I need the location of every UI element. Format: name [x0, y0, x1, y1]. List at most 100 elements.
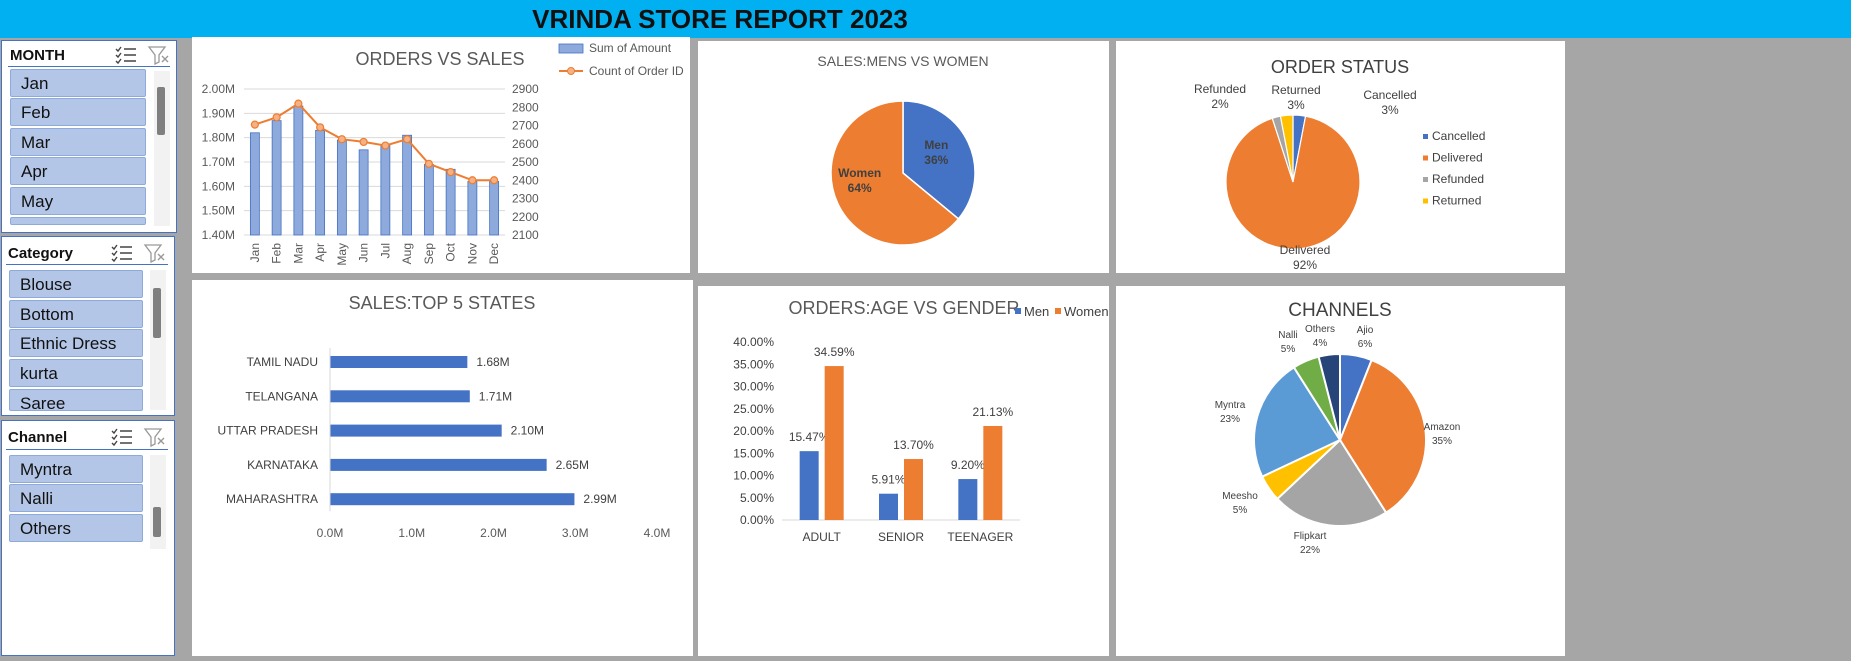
slice-label-name: Cancelled	[1363, 88, 1416, 102]
y-tick-label: KARNATAKA	[247, 458, 318, 472]
slicer-item[interactable]: Jan	[10, 69, 146, 97]
bar	[879, 493, 898, 520]
y-tick-label: 1.40M	[202, 228, 235, 242]
month-slicer[interactable]: MONTH Jan Feb Mar Apr May	[1, 40, 177, 233]
x-tick-label: 4.0M	[644, 526, 671, 540]
bar	[315, 129, 326, 236]
x-tick-label: 1.0M	[398, 526, 425, 540]
y-tick-label: 10.00%	[733, 469, 774, 483]
legend-swatch	[1015, 308, 1021, 314]
y-tick-label: 1.70M	[202, 155, 235, 169]
slice-label-name: Returned	[1271, 83, 1320, 97]
slicer-item[interactable]: Feb	[10, 98, 146, 126]
data-label: 15.47%	[789, 430, 830, 444]
multi-select-icon[interactable]	[114, 45, 138, 65]
slicer-item[interactable]: Bottom	[9, 300, 143, 328]
data-label: 5.91%	[871, 473, 905, 487]
x-tick-label: Apr	[313, 243, 327, 262]
x-tick-label: Mar	[291, 243, 305, 264]
x-tick-label: Aug	[400, 243, 414, 264]
slicer-item[interactable]: kurta	[9, 359, 143, 387]
x-tick-label: 3.0M	[562, 526, 589, 540]
x-tick-label: 2.0M	[480, 526, 507, 540]
slicer-item[interactable]: Apr	[10, 157, 146, 185]
data-label: 2.10M	[511, 424, 544, 438]
bar	[336, 139, 347, 236]
slicer-item[interactable]: Ethnic Dress	[9, 329, 143, 357]
slice-label-value: 3%	[1381, 103, 1399, 117]
slicer-scrollbar[interactable]	[150, 270, 166, 410]
channels-chart: CHANNELS Ajio 6% Amazon 35% Flipkart 22% Meesho…	[1215, 300, 1461, 556]
channels-panel: CHANNELS Ajio 6% Amazon 35% Flipkart 22% Meesho…	[1116, 286, 1565, 656]
channel-slicer-title: Channel	[8, 429, 68, 446]
x-tick-label: 0.0M	[317, 526, 344, 540]
slice-label-name: Others	[1305, 324, 1335, 335]
category-slicer[interactable]: Category Blouse Bottom Ethnic Dress kurt…	[1, 236, 175, 416]
line-point	[272, 113, 281, 122]
y-tick-label: 15.00%	[733, 446, 774, 460]
multi-select-icon[interactable]	[110, 427, 134, 447]
slicer-item[interactable]: May	[10, 187, 146, 215]
report-title: VRINDA STORE REPORT 2023	[532, 4, 908, 34]
data-label: 1.71M	[479, 389, 512, 403]
clear-filter-icon[interactable]	[147, 45, 171, 65]
slice-label-name: Amazon	[1424, 422, 1461, 433]
slice-label-value: 23%	[1220, 414, 1240, 425]
channel-slicer[interactable]: Channel Myntra Nalli Others	[1, 420, 175, 656]
multi-select-icon[interactable]	[110, 243, 134, 263]
y2-tick-label: 2900	[512, 82, 539, 96]
y-tick-label: TAMIL NADU	[247, 355, 318, 369]
bar	[423, 164, 434, 236]
y-tick-label: 30.00%	[733, 380, 774, 394]
slicer-item[interactable]: Saree	[9, 389, 143, 411]
bar	[402, 134, 413, 236]
y-tick-label: 1.90M	[202, 106, 235, 120]
data-label: 2.99M	[583, 492, 616, 506]
y-tick-label: 40.00%	[733, 335, 774, 349]
bar	[824, 366, 844, 520]
legend-label: Count of Order ID	[589, 64, 684, 78]
x-tick-label: Sep	[422, 243, 436, 265]
order-status-chart: ORDER STATUSCancelled3%Delivered92%Refun…	[1194, 57, 1485, 272]
slicer-item-partial[interactable]	[10, 217, 146, 225]
x-tick-label: May	[335, 243, 349, 266]
slicer-scrollbar[interactable]	[154, 71, 170, 226]
x-tick-label: TEENAGER	[947, 530, 1013, 544]
legend-swatch	[567, 67, 575, 75]
legend-label: Refunded	[1432, 172, 1484, 186]
bar	[489, 181, 500, 236]
bar	[293, 105, 304, 236]
clear-filter-icon[interactable]	[143, 427, 167, 447]
data-label: 34.59%	[814, 345, 855, 359]
legend-label: Women	[1064, 304, 1109, 319]
slice-label-name: Men	[924, 138, 948, 152]
data-label: 21.13%	[972, 405, 1013, 419]
x-tick-label: Oct	[444, 242, 458, 261]
chart-title: SALES:TOP 5 STATES	[349, 293, 536, 313]
y2-tick-label: 2800	[512, 100, 539, 114]
slicer-item[interactable]: Others	[9, 514, 143, 542]
legend-swatch	[1423, 198, 1428, 204]
bar	[330, 356, 468, 368]
slicer-item[interactable]: Myntra	[9, 455, 143, 483]
legend-swatch	[1423, 177, 1428, 182]
x-tick-label: Nov	[465, 243, 479, 264]
slice-label-value: 5%	[1281, 344, 1296, 355]
y-tick-label: MAHARASHTRA	[226, 492, 318, 506]
slicer-item[interactable]: Blouse	[9, 270, 143, 298]
clear-filter-icon[interactable]	[143, 243, 167, 263]
slicer-item[interactable]: Mar	[10, 128, 146, 156]
pie-slice	[1253, 366, 1342, 478]
slicer-scrollbar[interactable]	[150, 455, 166, 549]
chart-title: ORDERS VS SALES	[355, 49, 524, 69]
chart-title: CHANNELS	[1288, 300, 1391, 321]
top5-states-chart: SALES:TOP 5 STATES TAMIL NADU 1.68M TELANGA…	[218, 293, 671, 540]
legend-label: Men	[1024, 304, 1049, 319]
slicer-item[interactable]: Nalli	[9, 484, 143, 512]
y-tick-label: 0.00%	[740, 513, 774, 527]
chart-title: ORDERS:AGE VS GENDER	[788, 298, 1019, 318]
pie-slice	[1275, 438, 1388, 527]
slice-label-value: 2%	[1211, 97, 1229, 111]
data-label: 2.65M	[556, 458, 589, 472]
chart-title: SALES:MENS VS WOMEN	[817, 53, 988, 69]
